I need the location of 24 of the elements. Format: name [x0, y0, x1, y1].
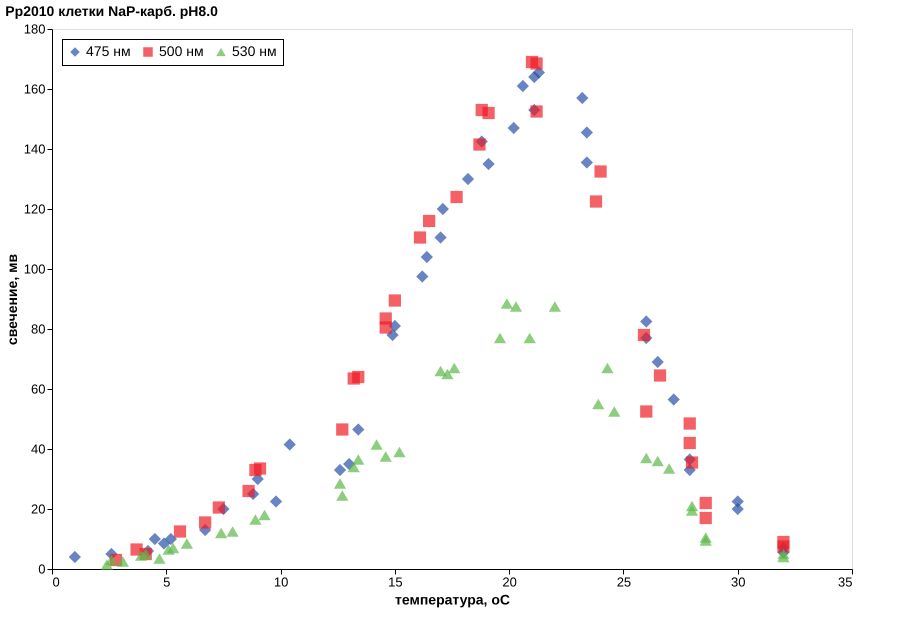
y-tick-label: 60 [31, 382, 46, 396]
x-tick-label: 0 [52, 574, 60, 590]
legend-label: 500 нм [159, 43, 204, 59]
chart-title: Pp2010 клетки NaP-карб. pH8.0 [5, 3, 218, 19]
x-tick-label: 35 [838, 574, 852, 590]
legend-label: 530 нм [232, 43, 277, 59]
y-tick-label: 160 [24, 82, 46, 96]
y-axis-title: свечение, мв [4, 254, 20, 346]
x-tick-label: 10 [274, 574, 288, 590]
x-axis-title: температура, оС [395, 592, 510, 608]
x-tick-label: 15 [388, 574, 403, 590]
y-tick-label: 100 [24, 262, 46, 276]
y-tick-label: 20 [31, 502, 46, 516]
legend-label: 475 нм [86, 43, 131, 59]
x-tick-label: 20 [502, 574, 517, 590]
x-tick-label: 5 [163, 574, 170, 590]
y-tick-label: 0 [38, 562, 46, 576]
y-tick-label: 180 [24, 22, 46, 36]
x-tick-label: 25 [616, 574, 632, 590]
y-tick-label: 120 [24, 202, 46, 216]
y-tick-label: 80 [31, 322, 46, 336]
y-tick-label: 140 [24, 142, 46, 156]
y-tick-label: 40 [31, 442, 46, 456]
x-tick-label: 30 [730, 574, 746, 590]
